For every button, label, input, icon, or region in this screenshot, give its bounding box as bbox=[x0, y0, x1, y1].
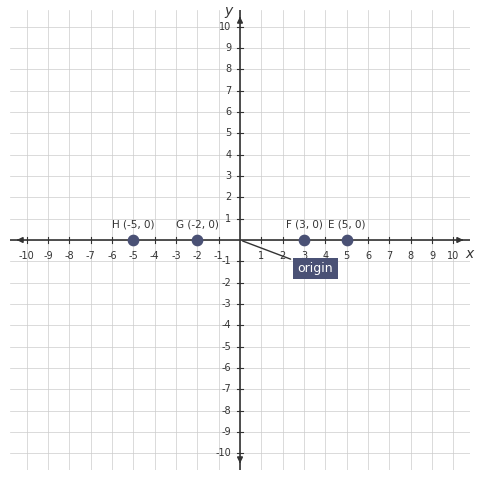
Point bbox=[300, 236, 308, 244]
Text: -3: -3 bbox=[222, 299, 231, 309]
Text: E (5, 0): E (5, 0) bbox=[328, 219, 365, 229]
Text: 3: 3 bbox=[225, 171, 231, 181]
Text: origin: origin bbox=[242, 241, 333, 275]
Text: 9: 9 bbox=[429, 251, 435, 261]
Text: 8: 8 bbox=[408, 251, 414, 261]
Text: -1: -1 bbox=[214, 251, 224, 261]
Text: -7: -7 bbox=[222, 384, 231, 395]
Text: 2: 2 bbox=[279, 251, 286, 261]
Text: -3: -3 bbox=[171, 251, 181, 261]
Point bbox=[343, 236, 350, 244]
Text: -7: -7 bbox=[86, 251, 96, 261]
Text: -6: -6 bbox=[107, 251, 117, 261]
Text: 7: 7 bbox=[386, 251, 393, 261]
Text: 1: 1 bbox=[258, 251, 264, 261]
Text: 7: 7 bbox=[225, 85, 231, 96]
Point bbox=[193, 236, 201, 244]
Text: -2: -2 bbox=[192, 251, 202, 261]
Text: -8: -8 bbox=[64, 251, 74, 261]
Text: -5: -5 bbox=[222, 342, 231, 352]
Text: -10: -10 bbox=[216, 448, 231, 458]
Text: y: y bbox=[224, 4, 232, 18]
Text: 4: 4 bbox=[225, 150, 231, 160]
Text: 10: 10 bbox=[219, 22, 231, 32]
Text: 2: 2 bbox=[225, 192, 231, 203]
Text: 6: 6 bbox=[365, 251, 371, 261]
Text: 10: 10 bbox=[447, 251, 459, 261]
Text: -4: -4 bbox=[150, 251, 159, 261]
Text: -8: -8 bbox=[222, 406, 231, 416]
Text: -5: -5 bbox=[129, 251, 138, 261]
Text: -1: -1 bbox=[222, 256, 231, 266]
Text: 5: 5 bbox=[225, 128, 231, 138]
Text: -6: -6 bbox=[222, 363, 231, 373]
Text: 5: 5 bbox=[344, 251, 350, 261]
Text: x: x bbox=[465, 247, 473, 261]
Text: G (-2, 0): G (-2, 0) bbox=[176, 219, 219, 229]
Text: 8: 8 bbox=[225, 64, 231, 74]
Text: H (-5, 0): H (-5, 0) bbox=[112, 219, 155, 229]
Text: 9: 9 bbox=[225, 43, 231, 53]
Text: -2: -2 bbox=[222, 277, 231, 288]
Text: F (3, 0): F (3, 0) bbox=[286, 219, 323, 229]
Point bbox=[130, 236, 137, 244]
Text: 4: 4 bbox=[322, 251, 328, 261]
Text: -10: -10 bbox=[19, 251, 35, 261]
Text: -9: -9 bbox=[43, 251, 53, 261]
Text: -4: -4 bbox=[222, 320, 231, 330]
Text: 3: 3 bbox=[301, 251, 307, 261]
Text: -9: -9 bbox=[222, 427, 231, 437]
Text: 6: 6 bbox=[225, 107, 231, 117]
Text: 1: 1 bbox=[225, 214, 231, 224]
